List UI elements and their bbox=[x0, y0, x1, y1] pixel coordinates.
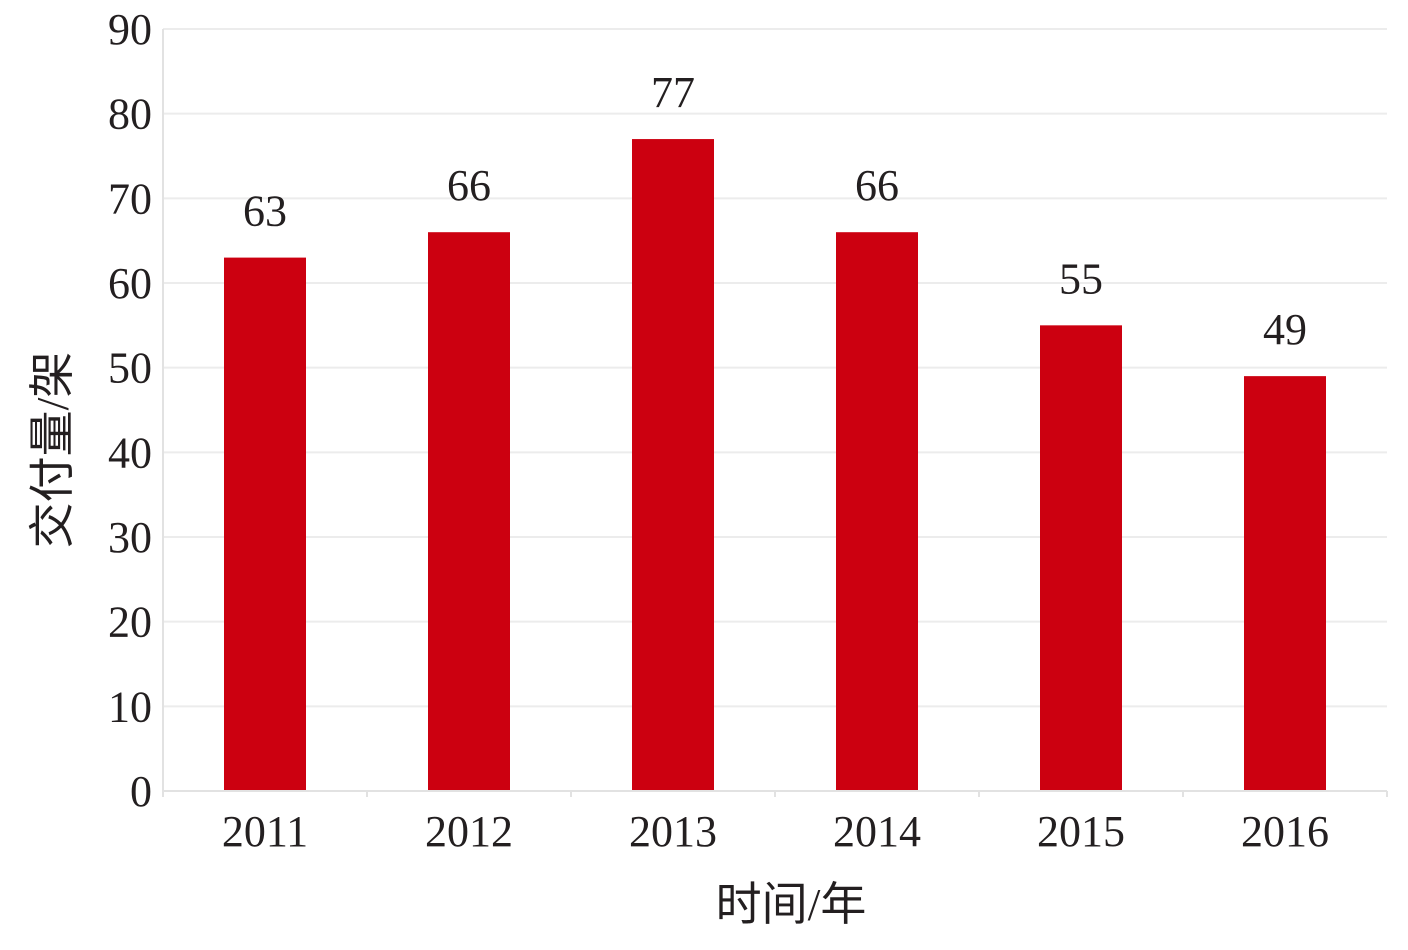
y-tick-label: 70 bbox=[108, 174, 152, 223]
y-tick-label: 50 bbox=[108, 344, 152, 393]
bar-2011 bbox=[224, 257, 306, 792]
x-axis-title: 时间/年 bbox=[716, 879, 867, 930]
bar-2013 bbox=[632, 139, 714, 792]
x-tick-label: 2012 bbox=[425, 807, 513, 856]
bar-2016 bbox=[1244, 376, 1326, 791]
labels: 0 10 20 30 40 50 60 70 80 90 2011 63 2012 66 2013 77 201… bbox=[108, 5, 1329, 856]
y-tick-label: 20 bbox=[108, 598, 152, 647]
gridlines bbox=[163, 28, 1387, 708]
x-tick-label: 2013 bbox=[629, 807, 717, 856]
x-tick-label: 2011 bbox=[222, 807, 308, 856]
bar-2012 bbox=[428, 232, 510, 791]
y-tick-label: 30 bbox=[108, 513, 152, 562]
y-tick-label: 40 bbox=[108, 428, 152, 477]
bars bbox=[224, 139, 1326, 792]
bar-2014 bbox=[836, 232, 918, 791]
x-tick-label: 2015 bbox=[1037, 807, 1125, 856]
y-tick-label: 10 bbox=[108, 682, 152, 731]
x-tick-label: 2014 bbox=[833, 807, 921, 856]
y-tick-label: 80 bbox=[108, 90, 152, 139]
y-tick-label: 60 bbox=[108, 259, 152, 308]
data-label: 49 bbox=[1263, 305, 1307, 354]
y-axis-title: 交付量/架 bbox=[27, 352, 78, 549]
y-tick-label: 90 bbox=[108, 5, 152, 54]
data-label: 66 bbox=[447, 161, 491, 210]
data-label: 77 bbox=[651, 68, 695, 117]
data-label: 63 bbox=[243, 187, 287, 236]
x-tick-label: 2016 bbox=[1241, 807, 1329, 856]
y-tick-label: 0 bbox=[130, 767, 152, 816]
data-label: 55 bbox=[1059, 254, 1103, 303]
axes bbox=[162, 29, 1388, 797]
bar-2015 bbox=[1040, 325, 1122, 791]
data-label: 66 bbox=[855, 161, 899, 210]
